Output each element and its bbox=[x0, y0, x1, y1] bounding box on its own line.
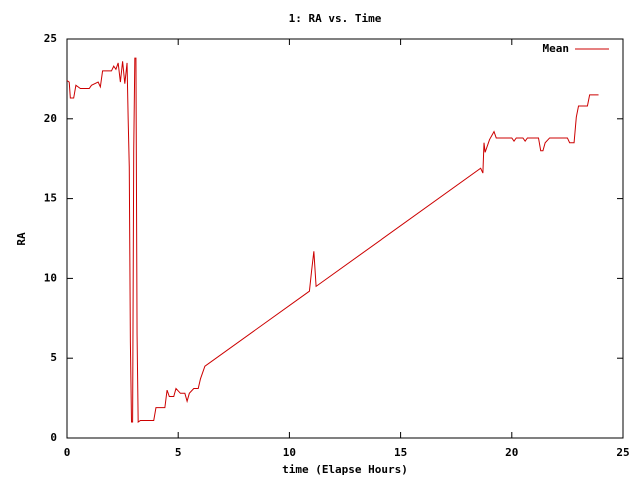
y-axis-label: RA bbox=[15, 232, 28, 246]
y-tick-label: 20 bbox=[44, 112, 57, 125]
x-axis-label: time (Elapse Hours) bbox=[282, 463, 408, 476]
x-tick-label: 10 bbox=[283, 446, 296, 459]
x-tick-label: 0 bbox=[64, 446, 71, 459]
chart-title: 1: RA vs. Time bbox=[289, 12, 382, 25]
y-tick-label: 15 bbox=[44, 192, 57, 205]
y-tick-label: 5 bbox=[50, 351, 57, 364]
plot-border bbox=[66, 38, 624, 439]
x-tick-label: 5 bbox=[175, 446, 182, 459]
x-tick-label: 20 bbox=[505, 446, 518, 459]
x-tick-label: 15 bbox=[394, 446, 407, 459]
legend-label: Mean bbox=[543, 42, 570, 55]
data-line bbox=[66, 57, 599, 424]
x-tick-label: 25 bbox=[616, 446, 629, 459]
y-tick-label: 25 bbox=[44, 32, 57, 45]
y-tick-label: 0 bbox=[50, 431, 57, 444]
y-tick-label: 10 bbox=[44, 271, 57, 284]
